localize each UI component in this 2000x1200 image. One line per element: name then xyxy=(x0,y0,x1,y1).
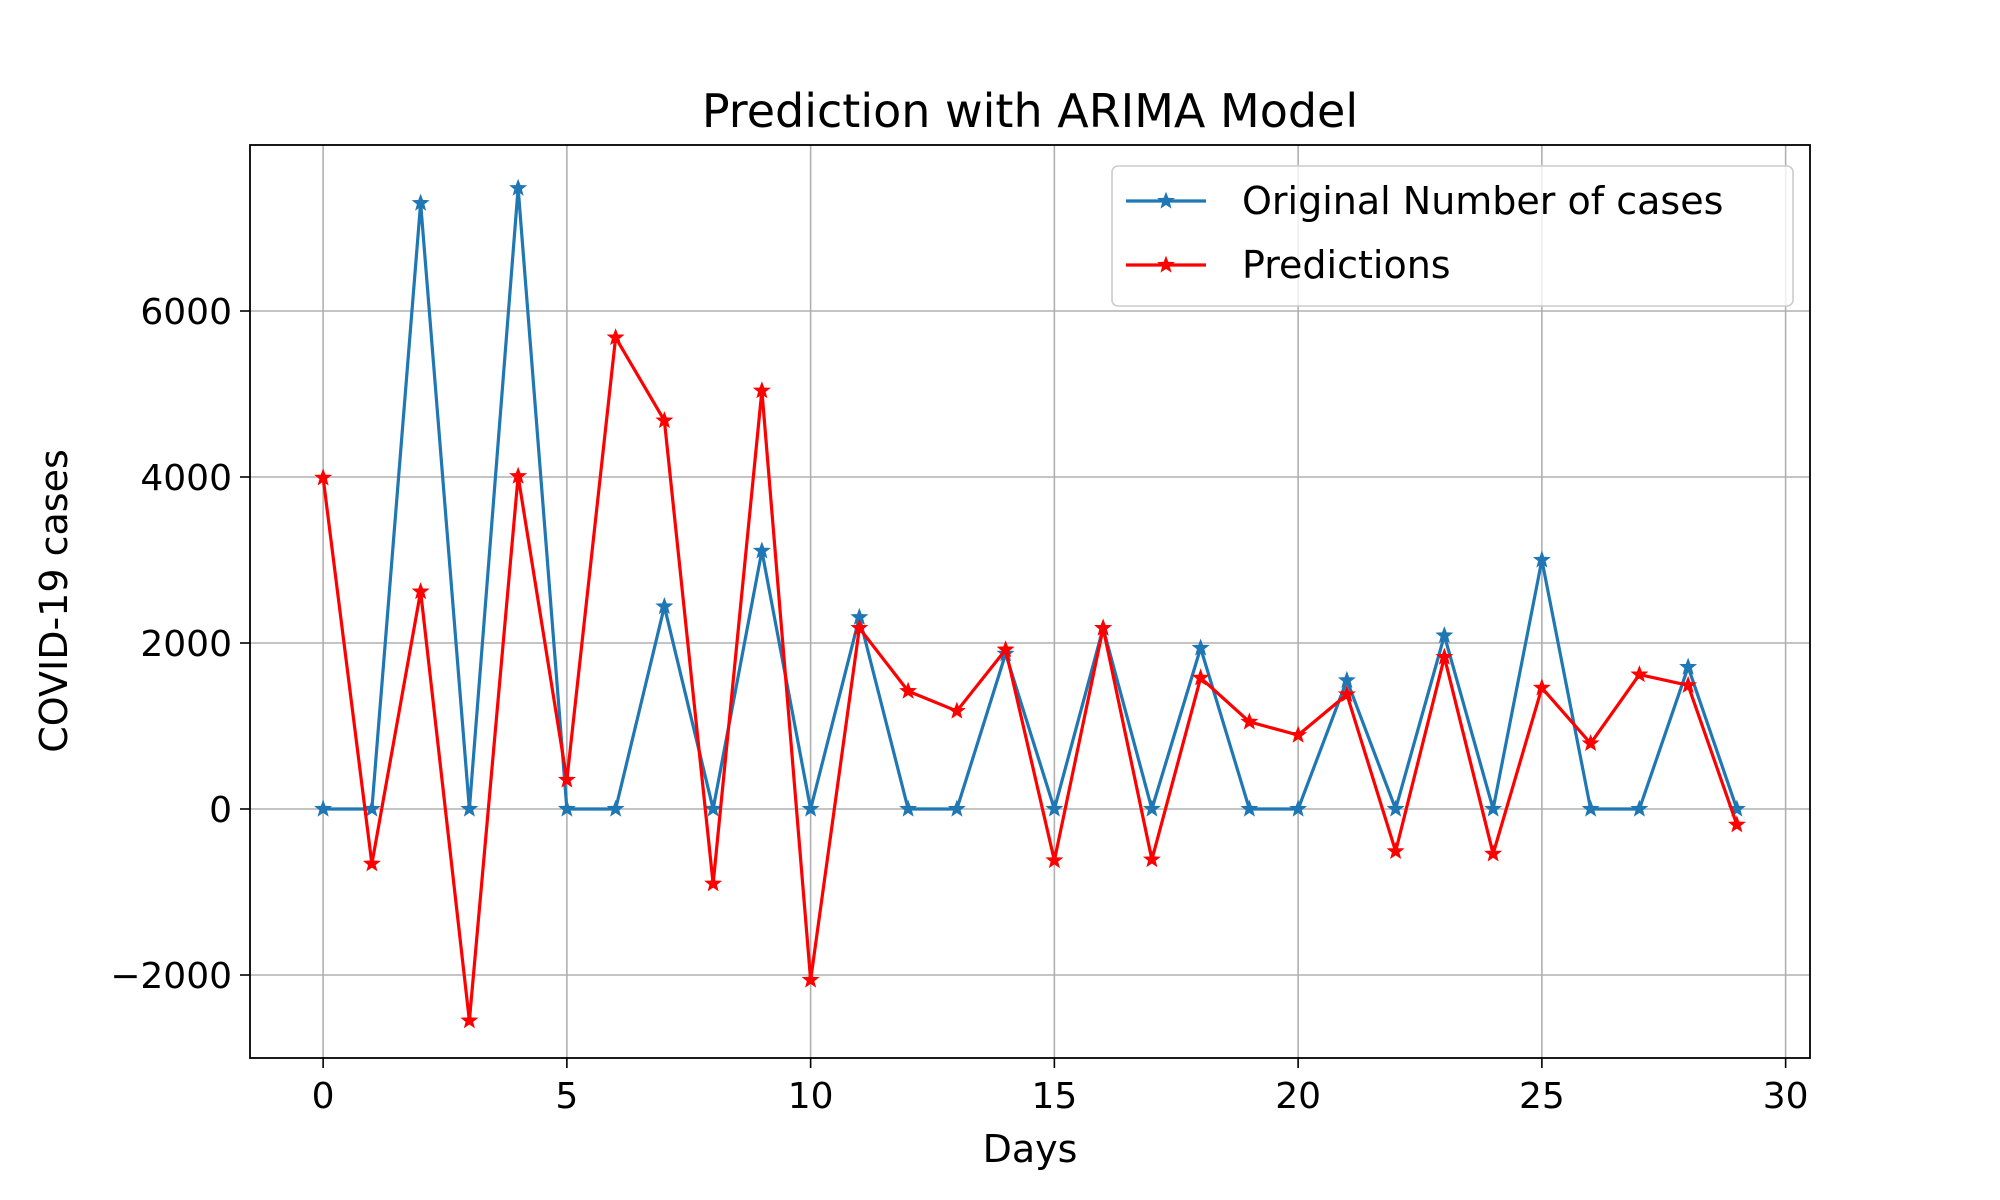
plot-frame xyxy=(249,144,1811,1059)
data-point xyxy=(1142,799,1161,817)
data-point xyxy=(314,468,333,486)
data-point xyxy=(362,854,381,872)
data-point xyxy=(1532,550,1551,568)
data-point xyxy=(460,1011,479,1029)
data-point xyxy=(1484,844,1503,862)
data-point xyxy=(1386,799,1405,817)
data-point xyxy=(1240,799,1259,817)
data-point xyxy=(1630,799,1649,817)
data-point xyxy=(947,701,966,719)
x-axis-label: Days xyxy=(983,1127,1078,1171)
data-point xyxy=(1484,799,1503,817)
y-tick-label: 6000 xyxy=(140,292,232,333)
data-point xyxy=(704,799,723,817)
data-point xyxy=(899,681,918,699)
x-tick-label: 5 xyxy=(555,1076,578,1117)
data-point xyxy=(1240,712,1259,730)
x-tick-label: 25 xyxy=(1519,1076,1565,1117)
series-layer xyxy=(314,178,1746,1029)
data-point xyxy=(850,618,869,636)
data-point xyxy=(1630,665,1649,683)
data-point xyxy=(314,799,333,817)
legend: Original Number of cases Predictions xyxy=(1111,165,1794,307)
x-tick-label: 30 xyxy=(1763,1076,1809,1117)
data-point xyxy=(509,466,528,484)
data-point xyxy=(411,193,430,211)
series-line xyxy=(321,335,1739,1023)
x-tick-label: 0 xyxy=(312,1076,335,1117)
data-point xyxy=(509,178,528,196)
data-point xyxy=(1435,647,1454,665)
y-tick-label: 4000 xyxy=(140,458,232,499)
legend-marker xyxy=(1157,191,1175,209)
y-axis-label: COVID-19 cases xyxy=(32,449,76,753)
legend-label: Predictions xyxy=(1242,243,1451,287)
data-point xyxy=(1289,725,1308,743)
data-point xyxy=(899,799,918,817)
series-original xyxy=(314,178,1746,817)
legend-box xyxy=(1111,165,1794,307)
data-point xyxy=(1581,734,1600,752)
data-point xyxy=(557,770,576,788)
data-point xyxy=(947,799,966,817)
data-point xyxy=(1289,799,1308,817)
data-point xyxy=(1679,675,1698,693)
y-tick-label: 2000 xyxy=(140,624,232,665)
y-tick-label: −2000 xyxy=(110,956,232,997)
chart-title: Prediction with ARIMA Model xyxy=(702,84,1358,138)
data-point xyxy=(1191,668,1210,686)
x-tick-label: 15 xyxy=(1031,1076,1077,1117)
data-point xyxy=(1727,815,1746,833)
data-point xyxy=(996,640,1015,658)
data-point xyxy=(801,970,820,988)
data-point xyxy=(1679,657,1698,675)
data-point xyxy=(460,799,479,817)
data-point xyxy=(704,874,723,892)
data-point xyxy=(1337,685,1356,703)
data-point xyxy=(1386,841,1405,859)
data-point xyxy=(606,328,625,346)
data-point xyxy=(411,582,430,600)
data-point xyxy=(1045,799,1064,817)
data-point xyxy=(1094,618,1113,636)
data-point xyxy=(1191,638,1210,656)
data-point xyxy=(752,541,771,559)
y-tick-label: 0 xyxy=(209,790,232,831)
series-line xyxy=(323,186,1739,811)
x-tick-label: 10 xyxy=(788,1076,834,1117)
x-tick-label: 20 xyxy=(1275,1076,1321,1117)
data-point xyxy=(1337,670,1356,688)
legend-label: Original Number of cases xyxy=(1242,179,1723,223)
data-point xyxy=(606,799,625,817)
data-point xyxy=(655,411,674,429)
data-point xyxy=(1142,850,1161,868)
series-predictions xyxy=(314,328,1746,1029)
data-point xyxy=(655,597,674,615)
data-point xyxy=(1532,678,1551,696)
data-point xyxy=(1045,851,1064,869)
data-point xyxy=(1435,626,1454,644)
data-point xyxy=(557,799,576,817)
ticks: 0 5 10 15 20 25 30 −2000 0 2000 4000 6000 xyxy=(110,292,1808,1117)
data-point xyxy=(1581,799,1600,817)
legend-marker xyxy=(1157,255,1175,273)
data-point xyxy=(801,799,820,817)
data-point xyxy=(752,381,771,399)
